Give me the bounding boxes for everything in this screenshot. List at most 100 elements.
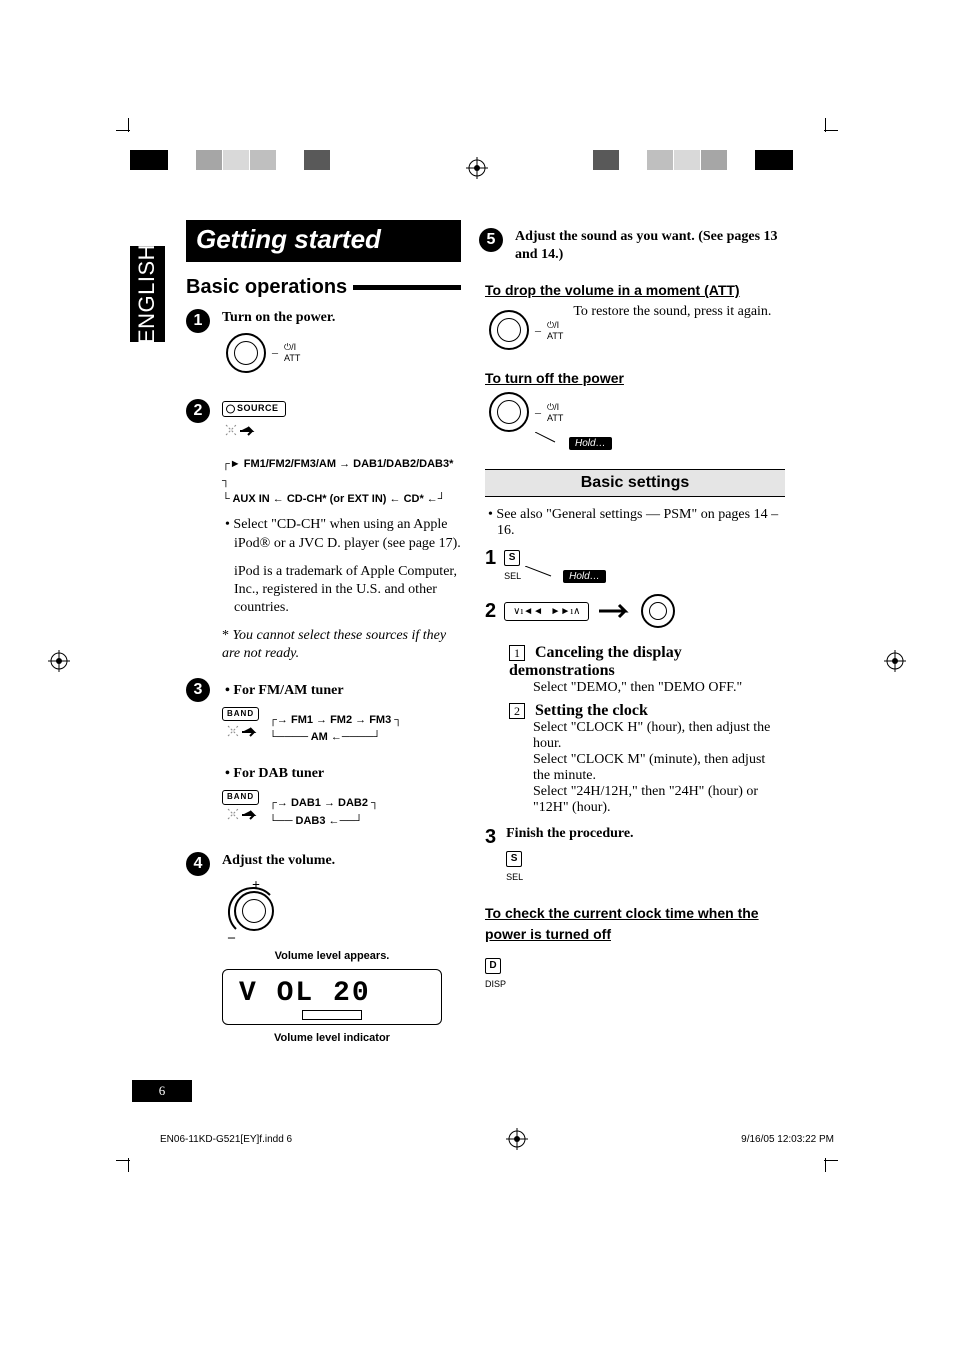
sel-label: SEL	[504, 571, 521, 581]
step-1: 1 Turn on the power. – ⏻/IATT	[186, 309, 461, 379]
dial-icon	[641, 594, 675, 628]
step-3: 3 For FM/AM tuner BAND ┌→ FM1 → FM2 → FM…	[186, 678, 461, 839]
section-heading-basic-ops: Basic operations	[186, 276, 461, 299]
step-2-footnote: You cannot select these sources if they …	[222, 628, 446, 661]
step-number: 2	[186, 399, 210, 423]
pointer-line-icon	[525, 566, 565, 582]
dab-label: For DAB tuner	[222, 765, 461, 783]
sel-button: S	[506, 851, 522, 867]
flow-line: FM1 → FM2 → FM3	[291, 714, 391, 726]
registration-target-icon	[466, 157, 488, 179]
left-column: Basic operations 1 Turn on the power. – …	[186, 276, 461, 1045]
fm-label: For FM/AM tuner	[222, 682, 461, 700]
crop-mark	[824, 130, 838, 131]
fm-flow: ┌→ FM1 → FM2 → FM3 ┐ └──── AM ←────┘	[269, 712, 402, 747]
settings-item-1: 1 Canceling the display demonstrations S…	[485, 644, 785, 696]
settings-step-2: 2 ∨ı◄◄ ►►ı∧	[485, 594, 785, 628]
dial-icon	[489, 310, 529, 350]
language-label: ENGLISH	[135, 244, 161, 344]
settings-step-num: 2	[485, 600, 496, 623]
vol-caption-1: Volume level appears.	[222, 949, 442, 963]
sel-button: S	[504, 550, 520, 566]
boxed-number: 1	[509, 645, 525, 661]
source-flow: ┌► FM1/FM2/FM3/AM → DAB1/DAB2/DAB3* ┐ └ …	[222, 456, 461, 509]
step-number: 5	[479, 228, 503, 252]
item-1-body: Select "DEMO," then "DEMO OFF."	[533, 680, 785, 696]
att-text: To restore the sound, press it again.	[573, 304, 785, 320]
settings-step-1: 1 S SEL Hold…	[485, 547, 785, 584]
dial-icon	[489, 392, 529, 432]
step-number: 3	[186, 678, 210, 702]
item-2-body-3: Select "24H/12H," then "24H" (hour) or "…	[533, 784, 785, 816]
ipod-trademark-note: iPod is a trademark of Apple Computer, I…	[234, 563, 461, 618]
source-button: SOURCE	[222, 401, 286, 417]
boxed-number: 2	[509, 703, 525, 719]
att-dial-figure: – ⏻/IATT	[489, 310, 563, 350]
section-heading-text: Basic operations	[186, 276, 347, 299]
sel-label: SEL	[506, 872, 523, 882]
registration-target-icon	[48, 650, 70, 672]
disp-button: D	[485, 958, 501, 974]
item-1-title: Canceling the display demonstrations	[509, 644, 682, 679]
page-title: Getting started	[186, 220, 461, 262]
crop-mark	[128, 118, 129, 132]
crop-mark	[128, 1158, 129, 1172]
arrow-icon	[222, 421, 258, 441]
footer: EN06-11KD-G521[EY]f.indd 6 9/16/05 12:03…	[160, 1128, 834, 1150]
band-button: BAND	[222, 707, 259, 721]
crop-mark	[824, 1160, 838, 1161]
power-off-figure: – ⏻/IATT Hold…	[485, 392, 785, 451]
settings-step-num: 1	[485, 547, 496, 570]
basic-settings-heading: Basic settings	[485, 469, 785, 497]
step-3-text: Finish the procedure.	[506, 826, 785, 842]
hold-indicator: Hold…	[569, 437, 612, 450]
step-4: 4 Adjust the volume. + – Volume level ap…	[186, 852, 461, 1045]
arrow-icon	[222, 722, 258, 744]
crop-mark	[825, 118, 826, 132]
registration-target-icon	[884, 650, 906, 672]
see-also-note: See also "General settings — PSM" on pag…	[485, 507, 785, 539]
footer-timestamp: 9/16/05 12:03:22 PM	[741, 1134, 834, 1145]
reg-bar-right	[554, 150, 824, 170]
step-number: 4	[186, 852, 210, 876]
vol-caption-2: Volume level indicator	[222, 1031, 442, 1045]
pointer-line-icon	[535, 432, 565, 446]
step-2: 2 SOURCE ┌► FM1/FM2/FM3/AM → DAB1/DAB2/D…	[186, 399, 461, 663]
skip-buttons: ∨ı◄◄ ►►ı∧	[504, 602, 589, 621]
reg-bar-left	[130, 150, 400, 170]
band-button: BAND	[222, 790, 259, 804]
volume-value: V OL 20	[239, 976, 371, 1012]
step-5: 5 Adjust the sound as you want. (See pag…	[479, 228, 785, 264]
arrow-icon	[597, 603, 633, 619]
hold-indicator: Hold…	[563, 570, 606, 583]
att-heading: To drop the volume in a moment (ATT)	[485, 282, 785, 298]
power-dial-figure: – ⏻/IATT	[226, 333, 461, 373]
dial-icon	[226, 333, 266, 373]
step-2-bullet: Select "CD-CH" when using an Apple iPod®…	[222, 516, 461, 552]
footer-filename: EN06-11KD-G521[EY]f.indd 6	[160, 1134, 292, 1145]
crop-mark	[825, 1158, 826, 1172]
power-off-heading: To turn off the power	[485, 370, 785, 386]
flow-line: DAB3 ←	[296, 815, 340, 827]
clock-check-heading: To check the current clock time when the…	[485, 903, 785, 945]
language-tab: ENGLISH	[130, 246, 165, 342]
registration-target-icon	[506, 1128, 528, 1150]
settings-step-3: 3 Finish the procedure. S SEL	[485, 826, 785, 885]
item-2-title: Setting the clock	[535, 702, 648, 719]
att-label: ⏻/IATT	[547, 320, 563, 341]
dab-flow: ┌→ DAB1 → DAB2 ┐ └── DAB3 ←──┘	[269, 795, 379, 830]
step-4-text: Adjust the volume.	[222, 852, 461, 870]
att-label: ⏻/IATT	[284, 342, 300, 365]
settings-step-num: 3	[485, 826, 496, 849]
registration-marks	[100, 150, 854, 190]
item-2-body-2: Select "CLOCK M" (minute), then adjust t…	[533, 752, 785, 784]
disp-label: DISP	[485, 979, 506, 989]
att-label: ⏻/IATT	[547, 402, 563, 423]
flow-line: DAB1 → DAB2	[291, 797, 368, 809]
page-number: 6	[132, 1080, 192, 1102]
heading-rule	[353, 285, 461, 290]
step-number: 1	[186, 309, 210, 333]
flow-line: FM1/FM2/FM3/AM → DAB1/DAB2/DAB3*	[244, 458, 454, 470]
flow-line: AM ←	[311, 731, 342, 743]
flow-line: AUX IN ← CD-CH* (or EXT IN) ← CD* ←	[232, 493, 437, 505]
